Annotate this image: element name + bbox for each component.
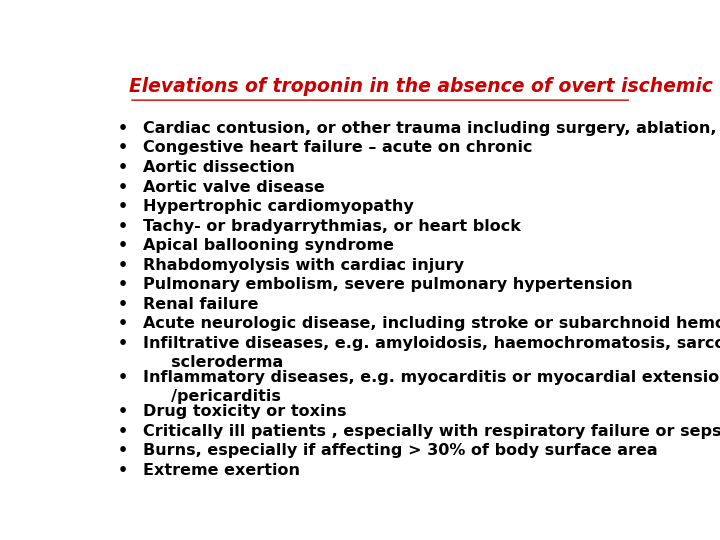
Text: Congestive heart failure – acute on chronic: Congestive heart failure – acute on chro… xyxy=(143,140,533,156)
Text: •: • xyxy=(118,463,128,478)
Text: •: • xyxy=(118,336,128,351)
Text: •: • xyxy=(118,277,128,292)
Text: •: • xyxy=(118,140,128,156)
Text: •: • xyxy=(118,180,128,194)
Text: Infiltrative diseases, e.g. amyloidosis, haemochromatosis, sarcoidosis, and
    : Infiltrative diseases, e.g. amyloidosis,… xyxy=(143,336,720,369)
Text: Extreme exertion: Extreme exertion xyxy=(143,463,300,478)
Text: Burns, especially if affecting > 30% of body surface area: Burns, especially if affecting > 30% of … xyxy=(143,443,657,458)
Text: •: • xyxy=(118,443,128,458)
Text: •: • xyxy=(118,219,128,234)
Text: Elevations of troponin in the absence of overt ischemic heart disease: Elevations of troponin in the absence of… xyxy=(129,77,720,96)
Text: •: • xyxy=(118,258,128,273)
Text: •: • xyxy=(118,404,128,419)
Text: Aortic dissection: Aortic dissection xyxy=(143,160,295,175)
Text: Apical ballooning syndrome: Apical ballooning syndrome xyxy=(143,238,394,253)
Text: •: • xyxy=(118,199,128,214)
Text: Inflammatory diseases, e.g. myocarditis or myocardial extension of endo-
     /p: Inflammatory diseases, e.g. myocarditis … xyxy=(143,370,720,403)
Text: Acute neurologic disease, including stroke or subarchnoid hemorrhage: Acute neurologic disease, including stro… xyxy=(143,316,720,332)
Text: •: • xyxy=(118,121,128,136)
Text: Tachy- or bradyarrythmias, or heart block: Tachy- or bradyarrythmias, or heart bloc… xyxy=(143,219,521,234)
Text: Pulmonary embolism, severe pulmonary hypertension: Pulmonary embolism, severe pulmonary hyp… xyxy=(143,277,633,292)
Text: •: • xyxy=(118,424,128,438)
Text: Rhabdomyolysis with cardiac injury: Rhabdomyolysis with cardiac injury xyxy=(143,258,464,273)
Text: •: • xyxy=(118,160,128,175)
Text: •: • xyxy=(118,370,128,385)
Text: Hypertrophic cardiomyopathy: Hypertrophic cardiomyopathy xyxy=(143,199,414,214)
Text: Drug toxicity or toxins: Drug toxicity or toxins xyxy=(143,404,346,419)
Text: Renal failure: Renal failure xyxy=(143,297,258,312)
Text: •: • xyxy=(118,238,128,253)
Text: Cardiac contusion, or other trauma including surgery, ablation, pacing etc: Cardiac contusion, or other trauma inclu… xyxy=(143,121,720,136)
Text: •: • xyxy=(118,316,128,332)
Text: Critically ill patients , especially with respiratory failure or sepsis: Critically ill patients , especially wit… xyxy=(143,424,720,438)
Text: •: • xyxy=(118,297,128,312)
Text: Aortic valve disease: Aortic valve disease xyxy=(143,180,325,194)
